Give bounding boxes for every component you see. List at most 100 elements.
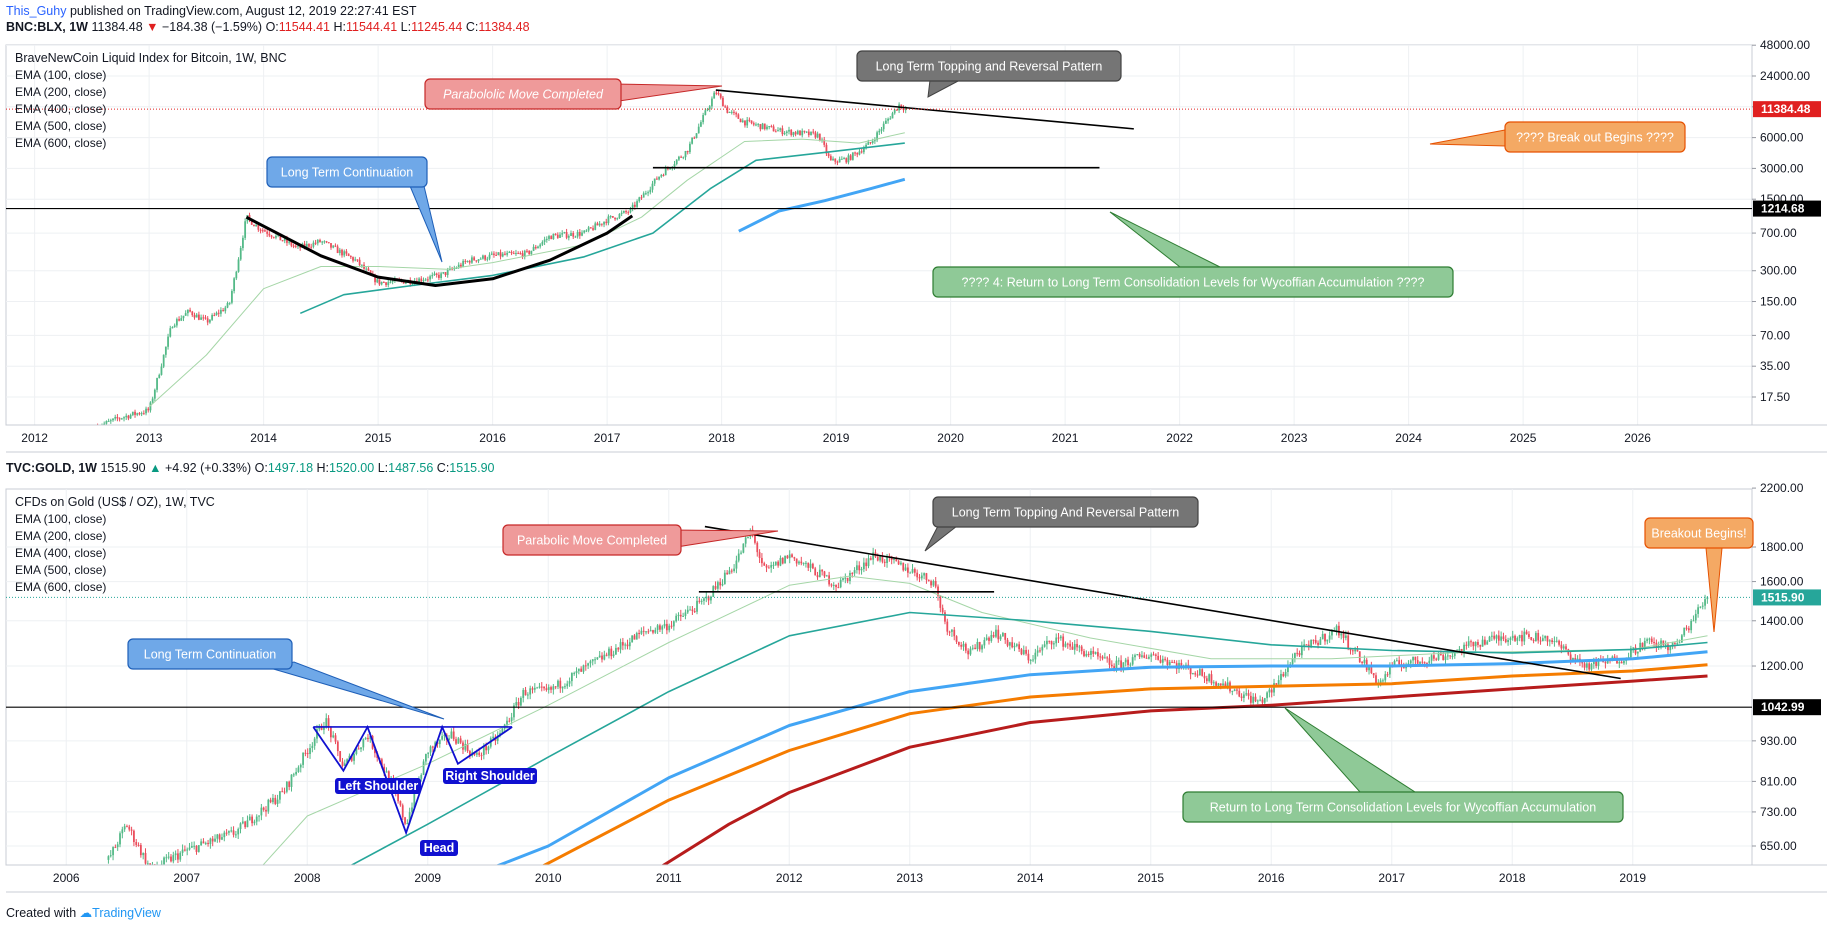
candle-body [617,647,620,650]
candle-body [561,233,564,235]
ema-400-line [495,650,1708,865]
candle-body [441,736,444,740]
candle-body [292,774,295,776]
candle-body [193,315,196,318]
candle-body [1059,636,1062,639]
candle-body [1690,620,1693,631]
candle-body [607,216,610,224]
candle-body [1433,655,1435,659]
candle-body [770,565,773,568]
candle-body [1171,661,1173,663]
candle-body [845,158,848,163]
candle-body [515,253,517,255]
x-tick-label: 2009 [414,871,441,885]
candle-body [716,582,719,589]
candle-body [1066,643,1069,645]
candle-body [785,131,788,133]
return-callout[interactable]: Return to Long Term Consolidation Levels… [1182,707,1624,823]
candle-body [612,654,615,657]
chart-panel-bitcoin[interactable]: 2012 2013 2014 2015 2016 2017 2018 2019 2020 2021… [5,38,1827,453]
tradingview-brand[interactable]: TradingView [92,906,161,920]
candle-body [1203,675,1206,679]
parabolic-callout[interactable]: Parabolic Move Completed [502,524,779,556]
candle-body [1574,657,1577,660]
candle-body [517,253,520,255]
author-link[interactable]: This_Guhy [6,4,67,18]
breakout-callout[interactable]: ???? Break out Begins ???? [1429,121,1686,153]
candle-body [649,189,652,193]
candle-body [354,259,357,261]
candle-body [726,106,729,113]
candle-body [1080,646,1083,652]
candle-body [566,683,569,687]
candle-body [897,561,900,565]
continuation-callout[interactable]: Long Term Continuation [266,156,443,263]
candle-body [1173,662,1176,664]
parabolic-callout[interactable]: Parabololic Move Completed [424,78,723,110]
return-callout[interactable]: ???? 4: Return to Long Term Consolidatio… [932,211,1454,298]
symbol-bottom: TVC:GOLD, 1W [6,461,97,475]
candle-body [1152,654,1155,656]
legend-entry: EMA (200, close) [15,85,106,99]
candle-body [1706,597,1709,600]
candle-body [1110,664,1113,667]
candle-body [1351,650,1354,652]
x-tick-label: 2022 [1166,431,1193,445]
topping-callout[interactable]: Long Term Topping And Reversal Pattern [924,496,1199,552]
candle-body [1481,639,1484,647]
candle-body [140,413,143,415]
candle-body [302,752,304,765]
continuation-callout[interactable]: Long Term Continuation [127,638,445,720]
candle-body [1386,674,1389,676]
candle-body [978,641,981,650]
candle-body [1266,692,1268,699]
candle-body [856,565,858,571]
candle-body [228,831,230,833]
candle-body [524,689,527,696]
candle-body [1101,656,1104,659]
candle-body [1562,646,1565,649]
continuation-callout-box [266,156,428,188]
tradingview-logo-icon[interactable]: ☁ [79,906,93,920]
candle-body [631,204,634,209]
candle-body [484,255,487,260]
candle-body [673,164,676,167]
topping-callout-text: Long Term Topping and Reversal Pattern [876,60,1103,74]
candle-body [645,631,647,633]
candle-body [285,781,288,792]
candle-body [118,418,121,420]
x-tick-label: 2019 [1619,871,1646,885]
candle-body [1560,644,1563,649]
candle-body [955,636,958,642]
candle-body [290,774,293,787]
candle-body [756,542,759,553]
candle-body [531,688,534,690]
breakout-callout[interactable]: Breakout Begins! [1644,517,1754,633]
y-tick-label: 150.00 [1760,295,1797,309]
x-tick-label: 2015 [365,431,392,445]
topping-callout[interactable]: Long Term Topping and Reversal Pattern [856,50,1122,98]
candle-body [653,178,656,184]
candle-body [596,657,599,660]
candle-body [944,612,946,622]
candle-body [265,809,267,812]
candle-body [380,759,383,767]
x-tick-label: 2018 [1499,871,1526,885]
candle-body [360,747,362,750]
candle-body [101,426,103,428]
candle-body [537,246,539,249]
candle-body [499,252,502,257]
candle-body [274,797,277,804]
chart-panel-gold[interactable]: 2006 2007 2008 2009 2010 2011 2012 2013 2014 2015… [5,481,1827,893]
candle-body [627,212,630,214]
candle-body [475,752,478,755]
x-tick-label: 2026 [1624,431,1651,445]
candle-body [697,126,700,134]
candle-body [1050,641,1053,645]
candle-body [686,150,689,153]
candle-body [882,123,885,130]
candle-body [1314,640,1317,643]
candle-body [197,845,200,852]
